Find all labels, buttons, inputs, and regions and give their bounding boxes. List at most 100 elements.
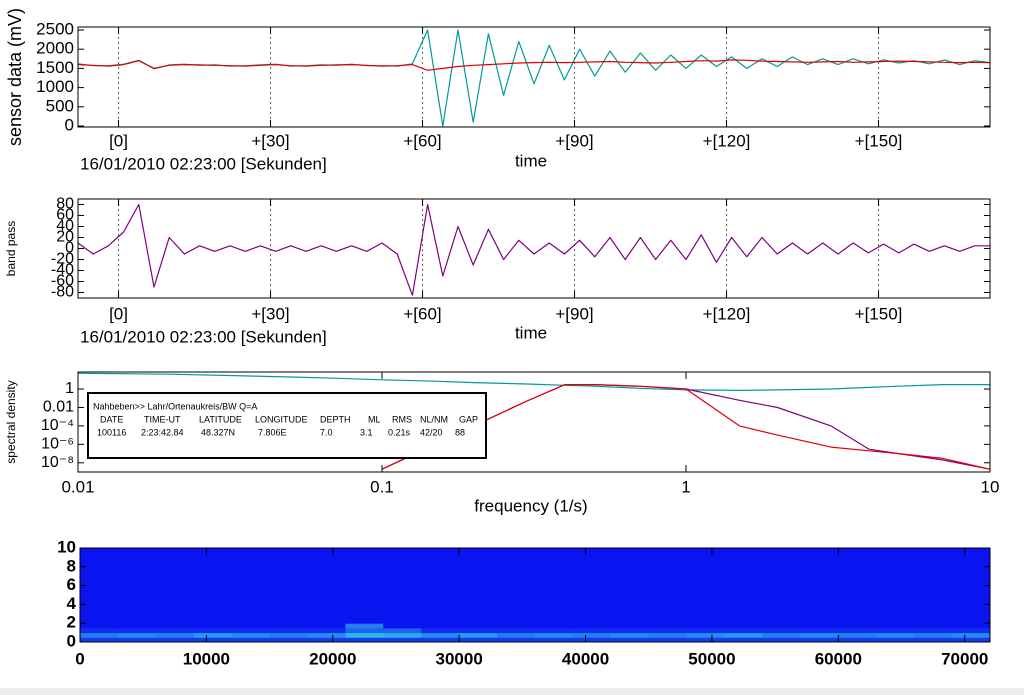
heat-cell <box>535 623 574 629</box>
x-tick-label: +[60] <box>403 304 441 323</box>
heat-cell <box>307 548 346 624</box>
y-tick-label: 10⁻⁶ <box>41 436 74 453</box>
heat-cell <box>345 637 384 642</box>
heat-cell <box>535 627 574 634</box>
heat-cell <box>80 632 119 638</box>
x-tick-label: +[120] <box>703 304 751 323</box>
heat-cell <box>572 637 612 642</box>
series-line <box>78 372 990 391</box>
heat-cell <box>800 623 839 629</box>
info-header: TIME-UT <box>144 414 181 424</box>
heat-cell <box>952 637 990 642</box>
plot-area <box>78 27 990 127</box>
y-tick-label: 1 <box>65 380 74 397</box>
heat-cell <box>952 627 990 634</box>
heat-cell <box>421 623 460 629</box>
heat-cell <box>269 623 308 629</box>
heat-cell <box>838 623 877 629</box>
heat-cell <box>914 627 953 634</box>
plot-frame <box>77 371 991 473</box>
x-axis-label: frequency (1/s) <box>474 496 587 515</box>
heat-cell <box>497 548 536 624</box>
heat-cell <box>762 548 801 624</box>
y-tick-label: 0 <box>65 240 74 257</box>
heat-cell <box>914 632 953 638</box>
heat-cell <box>762 632 801 638</box>
x-tick-label: +[150] <box>855 131 903 150</box>
heat-cell <box>535 632 574 638</box>
y-tick-label: -40 <box>51 262 74 279</box>
info-header: RMS <box>392 414 412 424</box>
heat-cell <box>838 548 877 624</box>
y-tick-label: 1000 <box>36 77 74 96</box>
heat-cell <box>952 632 990 638</box>
heat-cell <box>231 637 271 642</box>
heat-cell <box>610 637 650 642</box>
plot-area <box>78 199 990 298</box>
x-tick-label: [0] <box>109 131 128 150</box>
heat-cell <box>686 548 726 624</box>
heat-cell <box>231 548 271 624</box>
heat-cell <box>648 627 688 634</box>
heat-cell <box>800 627 839 634</box>
heat-cell <box>686 627 726 634</box>
heat-cell <box>724 632 763 638</box>
heat-cell <box>231 632 271 638</box>
y-tick-label: 2 <box>67 613 76 632</box>
x-tick-label: +[150] <box>855 304 903 323</box>
x-tick-label: +[30] <box>251 131 289 150</box>
y-tick-label: 40 <box>56 218 74 235</box>
heat-cell <box>307 637 346 642</box>
heat-cell <box>269 627 308 634</box>
heat-cell <box>269 632 308 638</box>
x-tick-label: 40000 <box>562 649 609 668</box>
heat-cell <box>724 637 763 642</box>
y-tick-label: 10⁻⁸ <box>41 454 74 471</box>
heat-cell <box>459 632 498 638</box>
info-value: 100116 <box>97 427 126 437</box>
heat-cell <box>155 627 195 634</box>
heat-cell <box>307 623 346 629</box>
x-axis-label: time <box>515 151 547 170</box>
heat-cell <box>459 548 498 624</box>
heat-cell <box>497 632 536 638</box>
y-tick-label: 20 <box>56 229 74 246</box>
info-value: 42/20 <box>420 427 443 437</box>
heat-cell <box>117 632 157 638</box>
info-value: 88 <box>455 427 465 437</box>
heat-cell <box>724 627 763 634</box>
heat-cell <box>459 623 498 629</box>
y-tick-label: 8 <box>67 556 76 575</box>
heat-cell <box>345 623 384 629</box>
heat-cell <box>762 637 801 642</box>
heat-cell <box>117 637 157 642</box>
heat-cell <box>497 637 536 642</box>
heat-cell <box>383 627 422 634</box>
heat-cell <box>535 548 574 624</box>
heat-cell <box>686 632 726 638</box>
heat-cell <box>383 632 422 638</box>
heat-cell <box>383 623 422 629</box>
y-tick-label: -20 <box>51 251 74 268</box>
heat-cell <box>459 627 498 634</box>
time-origin: 16/01/2010 02:23:00 [Sekunden] <box>80 154 327 173</box>
heat-cell <box>269 548 308 624</box>
heat-cell <box>800 548 839 624</box>
y-axis-label: band pass <box>4 221 18 276</box>
info-header: LONGITUDE <box>255 414 308 424</box>
heat-cell <box>914 637 953 642</box>
x-tick-label: +[90] <box>555 131 593 150</box>
series-line <box>381 384 990 470</box>
heat-cell <box>80 548 119 624</box>
info-value: 7.806E <box>258 427 287 437</box>
info-value: 0.21s <box>388 427 411 437</box>
plot-area <box>78 372 990 470</box>
x-tick-label: +[120] <box>703 131 751 150</box>
heat-cell <box>876 548 915 624</box>
x-tick-label: 0.01 <box>61 477 94 496</box>
x-axis-label: time <box>515 323 547 342</box>
info-header: DATE <box>100 414 123 424</box>
heat-cell <box>117 627 157 634</box>
heat-cell <box>155 623 195 629</box>
